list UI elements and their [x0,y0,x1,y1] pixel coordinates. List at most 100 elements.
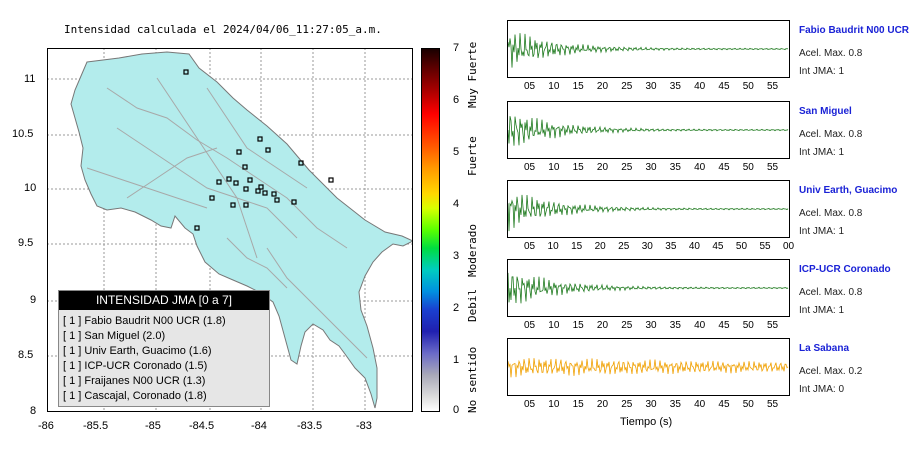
time-axis-title: Tiempo (s) [620,416,673,428]
legend-row: [ 1 ] Cascajal, Coronado (1.8) [63,390,207,402]
map-frame [47,48,413,412]
seismogram-panel[interactable] [507,259,790,317]
map-y-tick: 10.5 [12,128,34,140]
time-tick-label: 00 [783,241,795,252]
waveform-trace [508,358,789,378]
time-tick-label: 25 [621,399,633,410]
map-x-tick: -83 [356,420,372,432]
time-tick-label: 15 [572,399,584,410]
map-y-tick: 10 [24,182,37,194]
map-x-tick: -85.5 [83,420,109,432]
time-tick-label: 40 [694,320,706,331]
time-tick-label: 25 [621,162,633,173]
time-tick-label: 05 [524,241,536,252]
station-markers [183,69,334,231]
station-jma-intensity: Int JMA: 1 [799,147,845,158]
intensity-colorbar [421,48,440,412]
time-tick-label: 50 [735,241,748,252]
legend-header: INTENSIDAD JMA [0 a 7] [59,291,269,310]
intensity-legend: INTENSIDAD JMA [0 a 7] [ 1 ] Fabio Baudr… [58,290,270,407]
waveform-trace [508,272,789,304]
time-tick-label: 10 [547,241,559,252]
time-tick-label: 40 [694,399,706,410]
time-tick-label: 15 [572,162,584,173]
time-tick-label: 50 [742,399,754,410]
time-tick-label: 10 [548,162,560,173]
time-tick-label: 10 [548,81,560,92]
legend-row: [ 1 ] Fabio Baudrit N00 UCR (1.8) [63,315,226,327]
station-max-acceleration: Acel. Max. 0.8 [799,287,863,298]
time-tick-label: 50 [742,81,754,92]
station-max-acceleration: Acel. Max. 0.8 [799,48,863,59]
time-tick-label: 50 [742,162,754,173]
colorbar-category: Muy Fuerte [466,41,479,108]
waveform-trace [508,33,789,68]
map-x-tick: -84.5 [189,420,215,432]
time-tick-label: 45 [718,399,730,410]
colorbar-category: Moderado [466,224,479,277]
colorbar-category: Fuerte [466,136,479,176]
seismogram-panel[interactable] [507,180,790,238]
map-y-tick: 11 [24,73,36,85]
waveform-trace [508,194,789,232]
seismogram-panel[interactable] [507,20,790,78]
time-tick-label: 20 [596,399,609,410]
map-x-tick: -86 [38,420,54,432]
legend-row: [ 1 ] Fraijanes N00 UCR (1.3) [63,375,206,387]
time-tick-label: 05 [524,399,536,410]
time-tick-label: 10 [548,399,560,410]
map-roads [86,77,368,359]
time-tick-label: 20 [594,241,606,252]
colorbar-tick: 3 [453,250,460,262]
time-tick-label: 45 [718,320,730,331]
colorbar-tick: 6 [453,94,460,106]
time-tick-label: 40 [694,162,706,173]
time-tick-label: 55 [767,81,779,92]
station-max-acceleration: Acel. Max. 0.2 [799,366,863,377]
time-tick-label: 45 [712,241,724,252]
map-canvas [47,48,413,412]
time-tick-label: 35 [669,162,681,173]
time-tick-label: 35 [669,320,681,331]
intensity-map[interactable] [47,48,413,412]
map-x-tick: -83.5 [297,420,323,432]
legend-row: [ 1 ] San Miguel (2.0) [63,330,166,342]
colorbar-tick: 0 [453,404,460,416]
time-tick-label: 35 [669,399,681,410]
seismogram-panel[interactable] [507,101,790,159]
time-tick-label: 30 [645,81,657,92]
time-tick-label: 25 [618,241,630,252]
time-tick-label: 30 [641,241,653,252]
map-title: Intensidad calculada el 2024/04/06_11:27… [64,23,382,36]
time-tick-label: 25 [621,320,633,331]
time-tick-label: 40 [688,241,700,252]
colorbar-tick: 2 [453,302,460,314]
time-tick-label: 10 [548,320,560,331]
map-y-tick: 9 [30,294,37,306]
station-name: ICP-UCR Coronado [799,264,891,275]
legend-row: [ 1 ] Univ Earth, Guacimo (1.6) [63,345,212,357]
colorbar-tick: 5 [453,146,460,158]
station-max-acceleration: Acel. Max. 0.8 [799,129,863,140]
time-tick-label: 20 [596,320,609,331]
time-tick-label: 15 [572,320,584,331]
station-jma-intensity: Int JMA: 0 [799,384,845,395]
time-tick-label: 35 [669,81,681,92]
time-tick-label: 15 [571,241,583,252]
time-tick-label: 25 [621,81,633,92]
time-tick-label: 40 [694,81,706,92]
colorbar-tick: 7 [453,42,460,54]
station-jma-intensity: Int JMA: 1 [799,226,845,237]
station-name: San Miguel [799,106,852,117]
time-tick-label: 55 [767,320,779,331]
seismogram-panel[interactable] [507,338,790,396]
time-tick-label: 15 [572,81,584,92]
colorbar-tick: 4 [453,198,460,210]
map-x-tick: -84 [251,420,267,432]
time-tick-label: 20 [596,162,609,173]
time-tick-label: 05 [524,320,536,331]
colorbar-category: No sentido [466,346,479,413]
time-tick-label: 20 [596,81,609,92]
station-max-acceleration: Acel. Max. 0.8 [799,208,863,219]
map-y-tick: 8.5 [18,349,34,361]
